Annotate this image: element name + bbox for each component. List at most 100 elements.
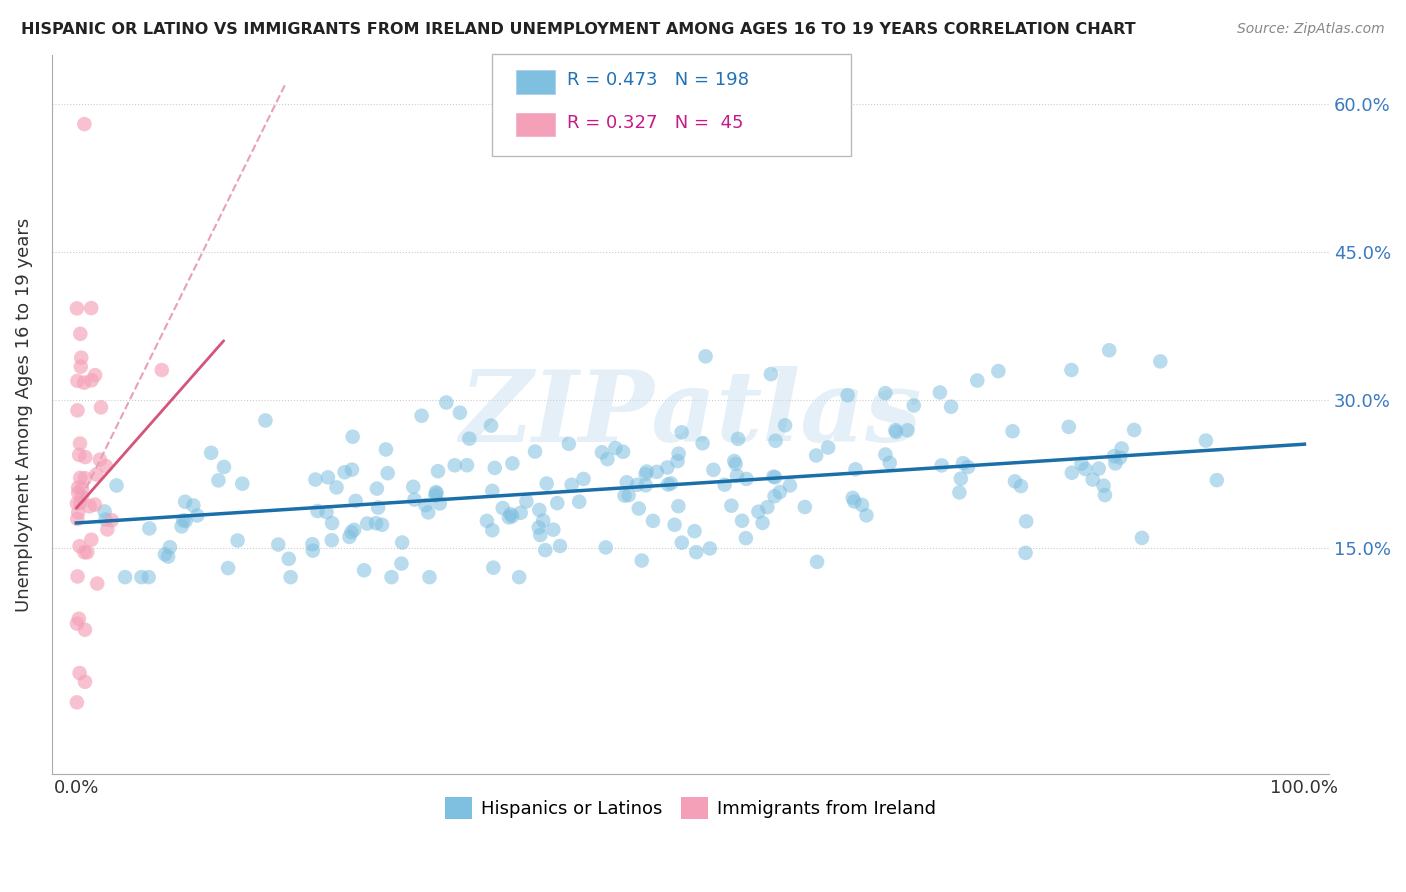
Point [616, 475, 638, 490]
Point [841, 491, 863, 505]
Point [69, 666, 91, 681]
Point [524, 444, 547, 458]
Point [1015, 514, 1038, 528]
Point [529, 503, 551, 517]
Point [666, 454, 689, 468]
Point [80, 533, 103, 547]
Point [702, 463, 724, 477]
Point [508, 570, 530, 584]
Point [301, 543, 323, 558]
Point [367, 500, 389, 515]
Point [427, 464, 450, 478]
Point [558, 437, 581, 451]
Point [666, 499, 689, 513]
Point [605, 441, 627, 455]
Point [664, 517, 686, 532]
Point [568, 494, 591, 508]
Point [481, 523, 503, 537]
Point [170, 519, 193, 533]
Point [69, 539, 91, 553]
Point [479, 418, 502, 433]
Text: ZIPatlas: ZIPatlas [460, 367, 921, 463]
Point [434, 395, 457, 409]
Point [83, 498, 105, 512]
Point [851, 498, 873, 512]
Point [499, 507, 522, 521]
Point [875, 386, 897, 401]
Point [73, 471, 96, 485]
Point [456, 458, 478, 473]
Point [1070, 457, 1092, 471]
Point [668, 447, 690, 461]
Point [509, 506, 531, 520]
Point [765, 434, 787, 448]
Point [316, 470, 339, 484]
Point [153, 547, 176, 561]
Point [415, 498, 437, 512]
Point [762, 469, 785, 483]
Point [200, 446, 222, 460]
Point [773, 418, 796, 433]
Point [793, 500, 815, 514]
Point [1149, 354, 1171, 368]
Point [67, 485, 90, 500]
Point [458, 432, 481, 446]
Point [76, 545, 98, 559]
Point [254, 413, 277, 427]
Point [380, 570, 402, 584]
Point [69, 436, 91, 450]
Point [277, 551, 299, 566]
Point [174, 494, 197, 508]
Point [73, 376, 96, 390]
Point [536, 476, 558, 491]
Point [94, 458, 117, 473]
Point [1010, 479, 1032, 493]
Point [630, 553, 652, 567]
Point [1074, 462, 1097, 476]
Point [425, 489, 447, 503]
Point [343, 523, 366, 537]
Point [356, 516, 378, 531]
Point [1123, 423, 1146, 437]
Point [1094, 488, 1116, 502]
Point [952, 456, 974, 470]
Point [482, 560, 505, 574]
Point [725, 468, 748, 483]
Point [342, 430, 364, 444]
Point [657, 460, 679, 475]
Point [1060, 363, 1083, 377]
Point [1092, 478, 1115, 492]
Point [1130, 531, 1153, 545]
Point [561, 477, 583, 491]
Point [837, 388, 859, 402]
Point [426, 486, 449, 500]
Point [931, 458, 953, 473]
Point [183, 499, 205, 513]
Point [66, 616, 89, 631]
Point [90, 401, 112, 415]
Point [1014, 546, 1036, 560]
Point [217, 561, 239, 575]
Point [1087, 461, 1109, 475]
Point [956, 460, 979, 475]
Point [344, 494, 367, 508]
Point [66, 301, 89, 316]
Point [1109, 450, 1132, 465]
Point [612, 444, 634, 458]
Point [301, 537, 323, 551]
Point [425, 485, 447, 500]
Point [80, 301, 103, 315]
Point [150, 363, 173, 377]
Point [93, 504, 115, 518]
Point [70, 351, 93, 365]
Point [1001, 424, 1024, 438]
Point [325, 480, 347, 494]
Text: R = 0.473   N = 198: R = 0.473 N = 198 [567, 71, 748, 89]
Point [418, 505, 440, 519]
Point [572, 472, 595, 486]
Point [443, 458, 465, 473]
Point [364, 516, 387, 531]
Point [543, 523, 565, 537]
Point [844, 462, 866, 476]
Point [391, 535, 413, 549]
